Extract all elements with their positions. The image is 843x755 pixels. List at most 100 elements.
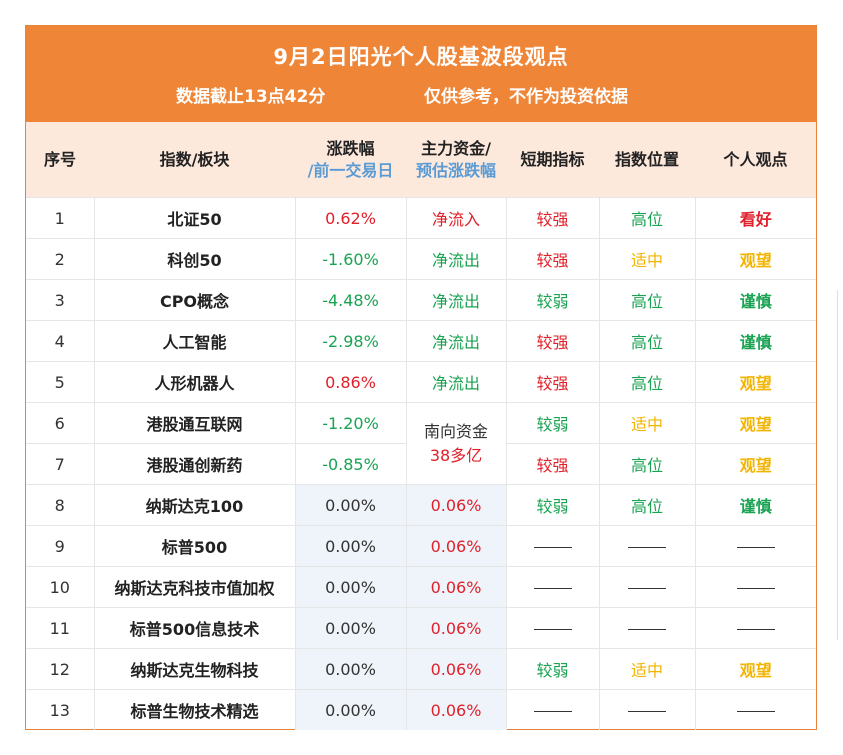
cell-short: 较弱 — [505, 484, 599, 526]
cell-name: 港股通互联网 — [93, 402, 295, 444]
southbound-label: 南向资金 — [423, 421, 488, 441]
cell-name: CPO概念 — [93, 279, 295, 321]
disclaimer-note: 仅供参考，不作为投资依据 — [424, 87, 628, 107]
cell-name: 科创50 — [93, 238, 295, 280]
table-row: 3 CPO概念 -4.48% 净流出 较弱 高位 谨慎 — [26, 279, 816, 321]
cell-short: 较强 — [505, 443, 599, 485]
dash — [533, 628, 572, 630]
table-row: 13 标普生物技术精选 0.00% 0.06% — [26, 689, 816, 730]
cell-fund: 0.06% — [405, 689, 506, 730]
table-frame: 9月2日阳光个人股基波段观点 数据截止13点42分 仅供参考，不作为投资依据 序… — [25, 25, 817, 730]
cell-position: 高位 — [598, 361, 695, 403]
cell-name: 纳斯达克生物科技 — [93, 648, 295, 690]
cell-opinion: 观望 — [694, 402, 816, 444]
cell-short: 较强 — [505, 238, 599, 280]
cell-position: 高位 — [598, 443, 695, 485]
table-row: 8 纳斯达克100 0.00% 0.06% 较弱 高位 谨慎 — [26, 484, 816, 526]
cell-change: 0.86% — [294, 361, 406, 403]
cell-position-empty — [598, 566, 695, 608]
header-fund-label: 主力资金/ — [421, 138, 491, 158]
cell-seq: 12 — [26, 648, 94, 690]
cell-seq: 2 — [26, 238, 94, 280]
header-change: 涨跌幅 /前一交易日 — [295, 122, 406, 198]
dash — [533, 546, 572, 548]
cell-name: 标普500信息技术 — [93, 607, 295, 649]
cell-position: 适中 — [598, 238, 695, 280]
header-fund-sub: 预估涨跌幅 — [415, 160, 496, 180]
cell-seq: 9 — [26, 525, 94, 567]
table-row: 10 纳斯达克科技市值加权 0.00% 0.06% — [26, 566, 816, 608]
cell-opinion: 观望 — [694, 238, 816, 280]
cell-short: 较强 — [505, 197, 599, 239]
cell-seq: 11 — [26, 607, 94, 649]
cell-fund: 净流出 — [405, 320, 506, 362]
cell-short: 较强 — [505, 320, 599, 362]
opinion-table: 序号 指数/板块 涨跌幅 /前一交易日 主力资金/ 预估涨跌幅 短期指标 指数位… — [26, 122, 816, 730]
cell-opinion: 看好 — [694, 197, 816, 239]
table-row: 9 标普500 0.00% 0.06% — [26, 525, 816, 567]
cell-name: 人工智能 — [93, 320, 295, 362]
cell-change: 0.00% — [294, 484, 406, 526]
cell-fund: 净流入 — [405, 197, 506, 239]
page-edge-line — [837, 290, 838, 640]
cell-seq: 4 — [26, 320, 94, 362]
cell-seq: 5 — [26, 361, 94, 403]
cell-change: -1.60% — [294, 238, 406, 280]
header-opinion: 个人观点 — [695, 122, 816, 198]
cell-seq: 7 — [26, 443, 94, 485]
dash — [736, 546, 775, 548]
dash — [628, 546, 666, 548]
cell-fund: 0.06% — [405, 648, 506, 690]
dash — [533, 587, 572, 589]
cell-opinion: 观望 — [694, 361, 816, 403]
cell-opinion-empty — [694, 607, 816, 649]
title-banner: 9月2日阳光个人股基波段观点 数据截止13点42分 仅供参考，不作为投资依据 — [26, 26, 816, 122]
cell-position: 高位 — [598, 484, 695, 526]
cell-opinion: 谨慎 — [694, 279, 816, 321]
cell-name: 人形机器人 — [93, 361, 295, 403]
cell-fund: 净流出 — [405, 361, 506, 403]
header-fund: 主力资金/ 预估涨跌幅 — [406, 122, 506, 198]
cell-position-empty — [598, 689, 695, 730]
header-position: 指数位置 — [599, 122, 695, 198]
cell-seq: 13 — [26, 689, 94, 730]
cell-opinion: 观望 — [694, 443, 816, 485]
cell-fund: 0.06% — [405, 607, 506, 649]
dash — [533, 710, 572, 712]
cell-change: 0.00% — [294, 648, 406, 690]
cell-change: 0.00% — [294, 566, 406, 608]
cell-name: 纳斯达克100 — [93, 484, 295, 526]
cell-seq: 1 — [26, 197, 94, 239]
table-row: 4 人工智能 -2.98% 净流出 较强 高位 谨慎 — [26, 320, 816, 362]
cell-short-empty — [505, 689, 599, 730]
header-short: 短期指标 — [506, 122, 599, 198]
cell-change: -0.85% — [294, 443, 406, 485]
cell-seq: 10 — [26, 566, 94, 608]
cell-opinion-empty — [694, 566, 816, 608]
cell-position: 适中 — [598, 402, 695, 444]
cell-short-empty — [505, 525, 599, 567]
cell-change: 0.00% — [294, 689, 406, 730]
header-seq: 序号 — [26, 122, 94, 198]
cell-opinion-empty — [694, 525, 816, 567]
cell-seq: 3 — [26, 279, 94, 321]
cell-change: -4.48% — [294, 279, 406, 321]
cell-fund: 0.06% — [405, 484, 506, 526]
cell-name: 北证50 — [93, 197, 295, 239]
cell-short-empty — [505, 607, 599, 649]
table-row: 6 港股通互联网 -1.20% 南向资金 38多亿 较弱 适中 观望 — [26, 402, 816, 485]
cell-change: 0.62% — [294, 197, 406, 239]
cell-short: 较弱 — [505, 648, 599, 690]
header-change-sub: /前一交易日 — [307, 160, 394, 180]
cell-position: 高位 — [598, 320, 695, 362]
cell-name: 标普生物技术精选 — [93, 689, 295, 730]
header-change-label: 涨跌幅 — [326, 138, 375, 158]
cell-opinion: 谨慎 — [694, 320, 816, 362]
cell-short: 较强 — [505, 361, 599, 403]
cell-short: 较弱 — [505, 402, 599, 444]
table-row: 7 港股通创新药 -0.85% 较强 高位 观望 — [26, 443, 816, 485]
cell-opinion-empty — [694, 689, 816, 730]
cell-position-empty — [598, 607, 695, 649]
cell-short: 较弱 — [505, 279, 599, 321]
dash — [736, 587, 775, 589]
